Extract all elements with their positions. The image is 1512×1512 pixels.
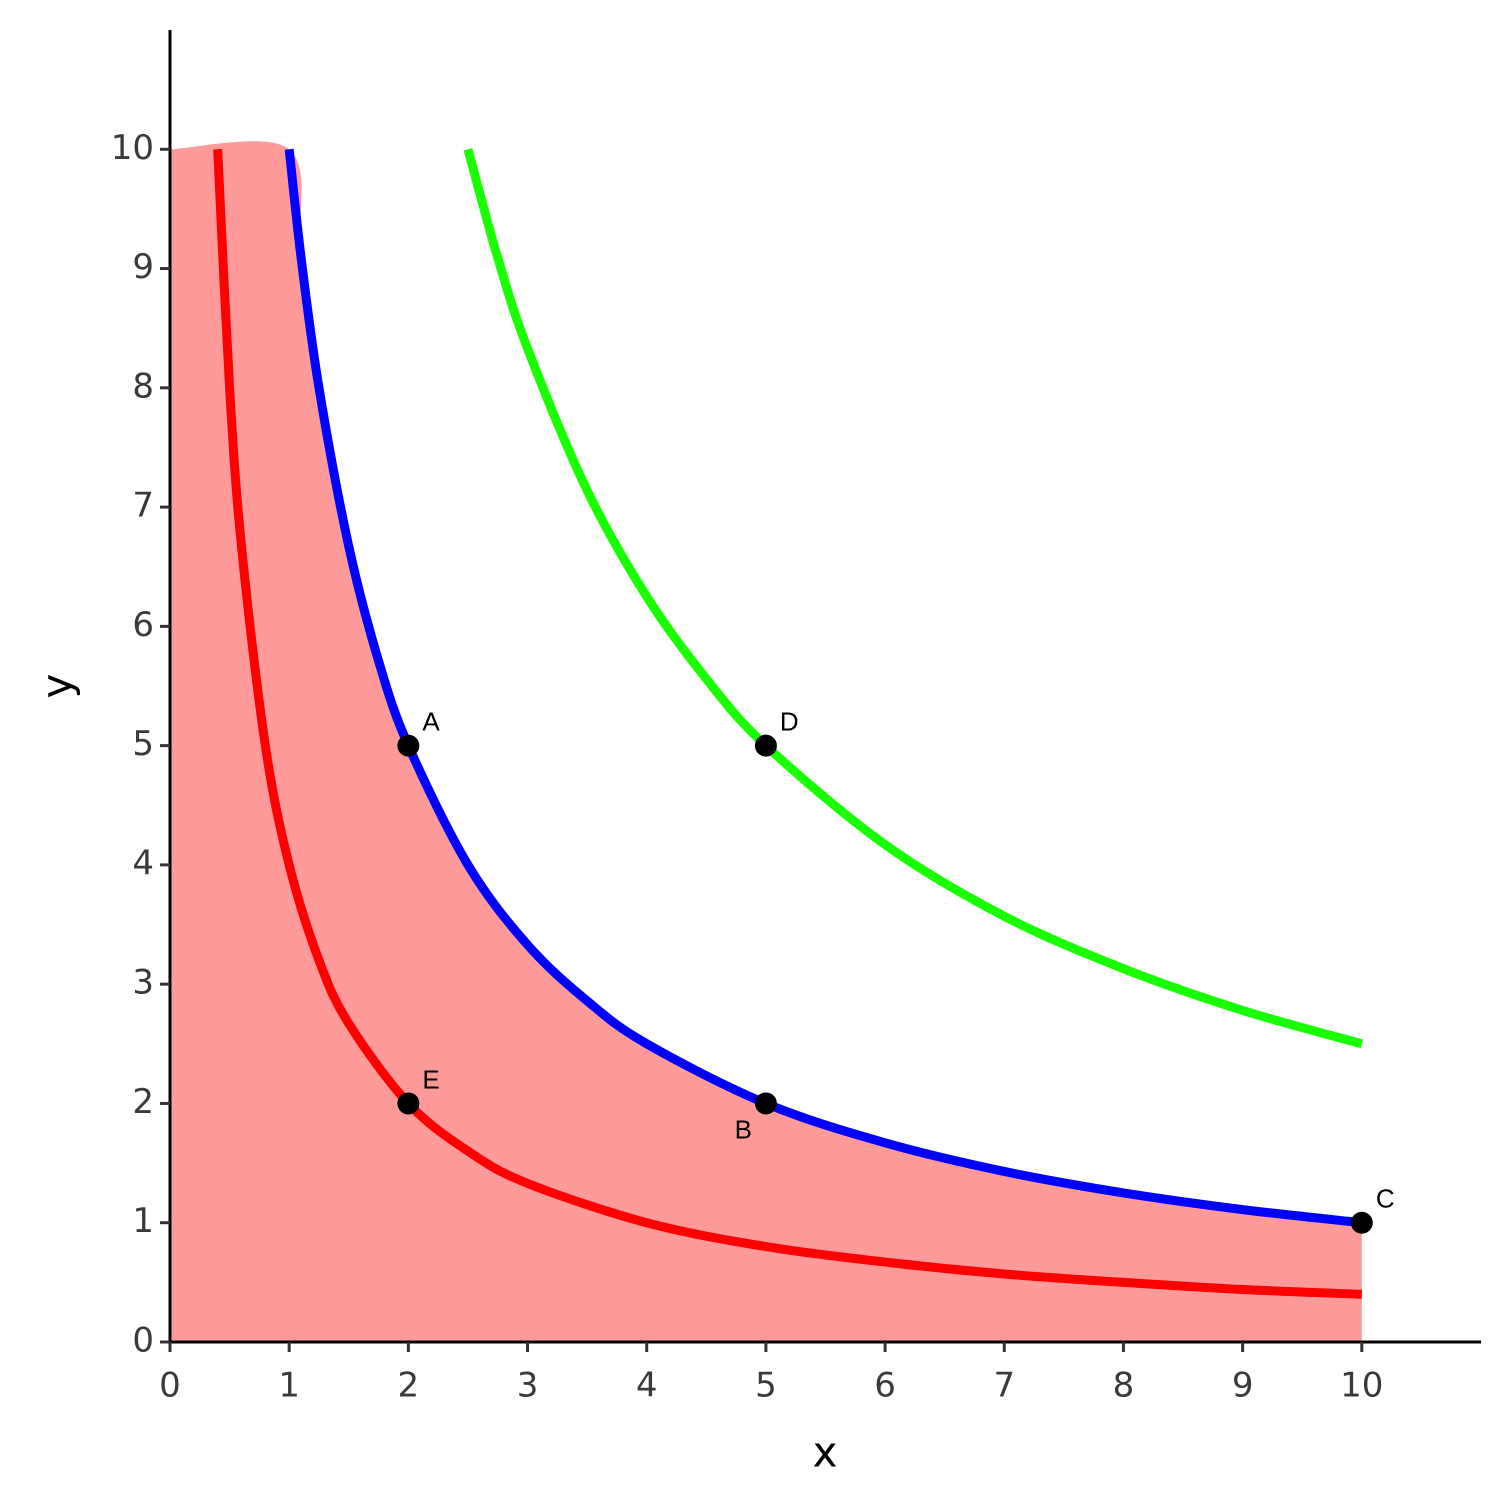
x-tick-label: 0: [159, 1366, 181, 1406]
x-tick-label: 7: [993, 1366, 1015, 1406]
y-tick-label: 7: [132, 486, 154, 526]
y-tick-label: 4: [132, 843, 154, 883]
y-tick-label: 3: [132, 963, 154, 1003]
y-tick-label: 6: [132, 605, 154, 645]
y-tick-label: 1: [132, 1201, 154, 1241]
point-label: C: [1376, 1184, 1395, 1214]
point: [397, 734, 420, 757]
x-tick-label: 5: [755, 1366, 777, 1406]
y-tick-label: 9: [132, 247, 154, 287]
point-label: E: [422, 1064, 439, 1094]
y-tick-label: 8: [132, 366, 154, 406]
x-tick-label: 9: [1232, 1366, 1254, 1406]
point: [1350, 1211, 1373, 1234]
y-tick-label: 5: [132, 724, 154, 764]
point-label: B: [735, 1114, 752, 1144]
point: [754, 1092, 777, 1115]
area: [170, 141, 1362, 1342]
x-tick-label: 6: [874, 1366, 896, 1406]
x-tick-label: 10: [1340, 1366, 1383, 1406]
x-tick-label: 1: [278, 1366, 300, 1406]
x-tick-label: 8: [1113, 1366, 1135, 1406]
point-label: A: [422, 707, 440, 737]
y-tick-label: 2: [132, 1082, 154, 1122]
x-tick-label: 3: [517, 1366, 539, 1406]
curve: [284, 148, 1363, 1228]
y-axis-title: y: [33, 674, 82, 699]
curve: [463, 148, 1364, 1049]
x-tick-label: 4: [636, 1366, 658, 1406]
curve: [213, 149, 1362, 1299]
point-label: D: [780, 707, 799, 737]
point: [397, 1092, 420, 1115]
y-tick-label: 10: [111, 128, 154, 168]
x-tick-label: 2: [398, 1366, 420, 1406]
point: [754, 734, 777, 757]
y-tick-label: 0: [132, 1321, 154, 1361]
x-axis-title: x: [813, 1428, 838, 1477]
